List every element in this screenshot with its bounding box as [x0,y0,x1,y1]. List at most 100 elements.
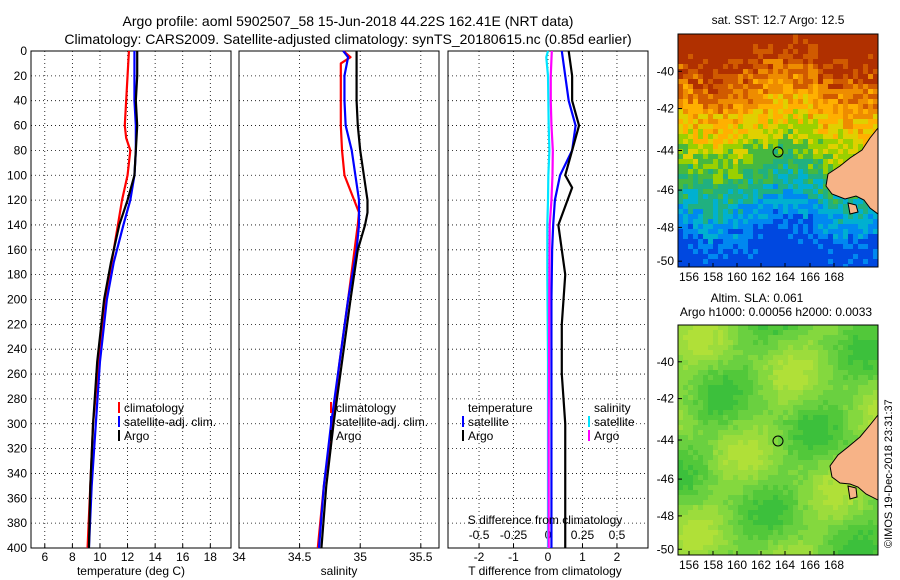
sst-cell [728,124,733,129]
sla-cell [723,535,728,540]
sst-cell [793,149,798,154]
sla-cell [743,445,748,450]
sst-cell [738,79,743,84]
sla-cell [843,535,848,540]
sla-cell [858,425,863,430]
sst-cell [833,54,838,59]
sla-cell [788,355,793,360]
sst-cell [713,249,718,254]
sla-cell [808,390,813,395]
sst-cell [743,39,748,44]
sla-cell [738,480,743,485]
sst-cell [688,69,693,74]
sst-cell [723,234,728,239]
sst-cell [828,169,833,174]
sla-cell [723,540,728,545]
sst-cell [833,99,838,104]
sst-cell [783,199,788,204]
sst-cell [688,254,693,259]
sst-cell [678,189,683,194]
sst-cell [823,259,828,264]
sla-cell [718,535,723,540]
sla-cell [803,500,808,505]
sla-cell [843,490,848,495]
sst-cell [793,224,798,229]
sla-cell [828,530,833,535]
sst-cell [843,109,848,114]
sst-cell [818,234,823,239]
sla-cell [703,485,708,490]
sst-cell [783,134,788,139]
sst-cell [793,199,798,204]
sla-cell [748,360,753,365]
sla-cell [718,540,723,545]
sla-cell [703,540,708,545]
sla-cell [768,445,773,450]
sst-cell [793,54,798,59]
sst-cell [783,154,788,159]
sla-cell [758,360,763,365]
sla-cell [773,435,778,440]
sla-cell [723,345,728,350]
sla-cell [738,495,743,500]
sla-cell [848,335,853,340]
sla-cell [763,505,768,510]
sst-cell [833,104,838,109]
sst-cell [738,134,743,139]
sla-cell [718,450,723,455]
sst-cell [813,214,818,219]
sla-cell [753,350,758,355]
sst-cell [798,259,803,264]
sst-cell [823,149,828,154]
sst-cell [713,104,718,109]
sla-cell [718,330,723,335]
sst-cell [843,94,848,99]
sst-cell [718,134,723,139]
series-line-t-argo [557,50,581,548]
sst-cell [813,209,818,214]
sst-cell [683,59,688,64]
sla-cell [803,395,808,400]
sla-cell [783,355,788,360]
sst-cell [798,149,803,154]
sla-cell [838,365,843,370]
sst-cell [778,44,783,49]
sla-cell [818,430,823,435]
sst-cell [738,259,743,264]
sla-cell [758,385,763,390]
sst-cell [783,79,788,84]
sst-cell [773,169,778,174]
sst-cell [773,69,778,74]
sst-cell [708,194,713,199]
sla-cell [808,440,813,445]
sla-cell [738,340,743,345]
sla-cell [778,405,783,410]
sst-cell [708,244,713,249]
sst-cell [698,189,703,194]
sst-cell [818,84,823,89]
sla-cell [863,385,868,390]
sla-cell [763,465,768,470]
sla-cell [758,445,763,450]
sla-cell [798,460,803,465]
sla-cell [808,455,813,460]
sla-cell [703,450,708,455]
sla-cell [823,415,828,420]
sst-cell [683,144,688,149]
sst-cell [873,264,878,267]
sla-cell [768,435,773,440]
sla-cell [853,390,858,395]
sla-cell [753,385,758,390]
sst-cell [678,229,683,234]
sla-cell [783,365,788,370]
sla-cell [773,465,778,470]
sla-cell [713,485,718,490]
sst-cell [713,164,718,169]
sla-cell [753,405,758,410]
sst-cell [688,114,693,119]
sla-cell [723,440,728,445]
sla-cell [778,515,783,520]
sla-cell [818,440,823,445]
sst-cell [828,219,833,224]
sla-cell [708,490,713,495]
